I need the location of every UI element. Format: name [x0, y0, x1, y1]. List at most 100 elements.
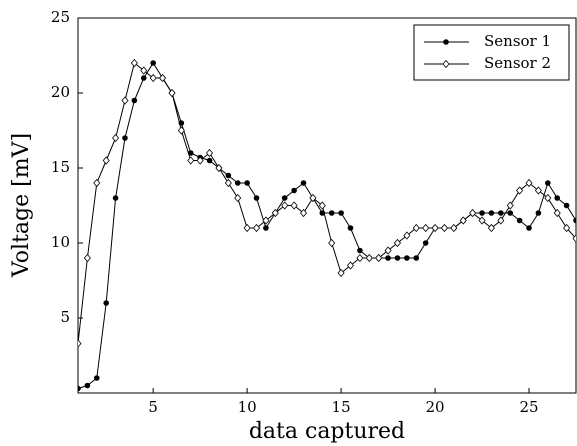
data-point — [299, 208, 308, 218]
data-point — [478, 216, 486, 225]
data-point — [346, 261, 355, 270]
data-point — [244, 180, 250, 186]
data-point — [281, 195, 288, 201]
data-point — [112, 195, 119, 201]
data-point — [469, 208, 477, 218]
data-point — [385, 255, 391, 261]
data-point — [93, 375, 100, 381]
data-point — [497, 216, 505, 225]
data-point — [507, 210, 514, 216]
data-point — [422, 223, 430, 233]
data-point — [159, 73, 167, 83]
data-point — [535, 210, 542, 216]
data-point — [206, 148, 214, 158]
plot-frame — [77, 17, 577, 394]
data-point — [281, 201, 289, 210]
data-point — [224, 178, 232, 188]
data-point — [121, 96, 129, 105]
data-point — [544, 193, 552, 203]
data-point — [93, 178, 101, 188]
data-point — [328, 210, 335, 216]
y-tick-label: 15 — [51, 158, 70, 176]
data-point — [526, 225, 532, 231]
x-tick-label: 25 — [519, 398, 538, 416]
data-point — [459, 216, 467, 225]
data-point — [337, 268, 345, 278]
data-point — [365, 253, 373, 263]
data-point — [534, 186, 542, 195]
data-point — [357, 247, 363, 254]
y-tick-label: 25 — [51, 8, 70, 26]
data-point — [177, 126, 185, 135]
data-point — [78, 385, 81, 392]
data-point — [215, 163, 223, 173]
data-point — [206, 157, 213, 164]
data-point — [393, 238, 401, 248]
data-point — [328, 238, 336, 248]
data-point — [347, 225, 354, 231]
data-point — [554, 195, 561, 201]
data-point — [431, 223, 439, 233]
x-axis-label: data captured — [249, 419, 405, 444]
x-tick-label: 15 — [332, 398, 351, 416]
data-point — [356, 253, 364, 263]
data-point — [150, 60, 156, 66]
data-point — [479, 210, 485, 216]
data-point — [403, 231, 411, 240]
legend-label: Sensor 2 — [484, 54, 551, 72]
data-point — [375, 253, 383, 263]
data-point — [506, 201, 514, 210]
data-point — [102, 156, 110, 165]
data-point — [140, 75, 147, 81]
data-point — [253, 195, 260, 201]
data-point — [338, 210, 344, 216]
y-axis-label: Voltage [mV] — [9, 133, 34, 278]
data-point — [253, 223, 261, 233]
data-point — [168, 88, 176, 98]
data-point — [404, 255, 410, 261]
legend-label: Sensor 1 — [484, 32, 551, 50]
legend-marker — [443, 39, 449, 45]
data-point — [83, 253, 91, 263]
data-point — [498, 210, 504, 216]
data-point — [309, 193, 317, 203]
data-point — [553, 208, 561, 218]
x-tick-label: 10 — [238, 398, 257, 416]
data-point — [412, 223, 420, 233]
data-point — [516, 217, 523, 224]
data-point — [291, 187, 297, 194]
data-point — [234, 193, 242, 203]
data-point — [263, 225, 269, 231]
data-point — [130, 58, 138, 68]
data-point — [300, 180, 307, 186]
data-point — [413, 255, 420, 261]
data-point — [572, 234, 576, 243]
y-tick-label: 20 — [51, 83, 70, 101]
y-tick-label: 10 — [51, 233, 70, 251]
data-point — [440, 223, 448, 233]
data-point — [187, 156, 195, 165]
data-point — [450, 223, 458, 233]
data-point — [112, 133, 120, 143]
data-point — [516, 186, 524, 195]
data-point — [318, 201, 326, 210]
data-point — [84, 382, 91, 389]
data-point — [196, 156, 204, 165]
data-point — [290, 201, 298, 210]
data-point — [262, 216, 270, 225]
series-line — [78, 62, 576, 344]
data-point — [149, 73, 157, 83]
data-point — [131, 97, 138, 104]
x-tick-label: 20 — [426, 398, 445, 416]
data-point — [225, 172, 232, 179]
data-point — [103, 300, 109, 306]
data-point — [243, 223, 251, 233]
data-point — [563, 202, 570, 209]
data-point — [487, 223, 495, 233]
data-point — [394, 255, 401, 261]
y-tick-label: 5 — [60, 308, 70, 326]
data-point — [525, 178, 533, 188]
data-point — [122, 135, 128, 141]
data-point — [422, 240, 429, 246]
